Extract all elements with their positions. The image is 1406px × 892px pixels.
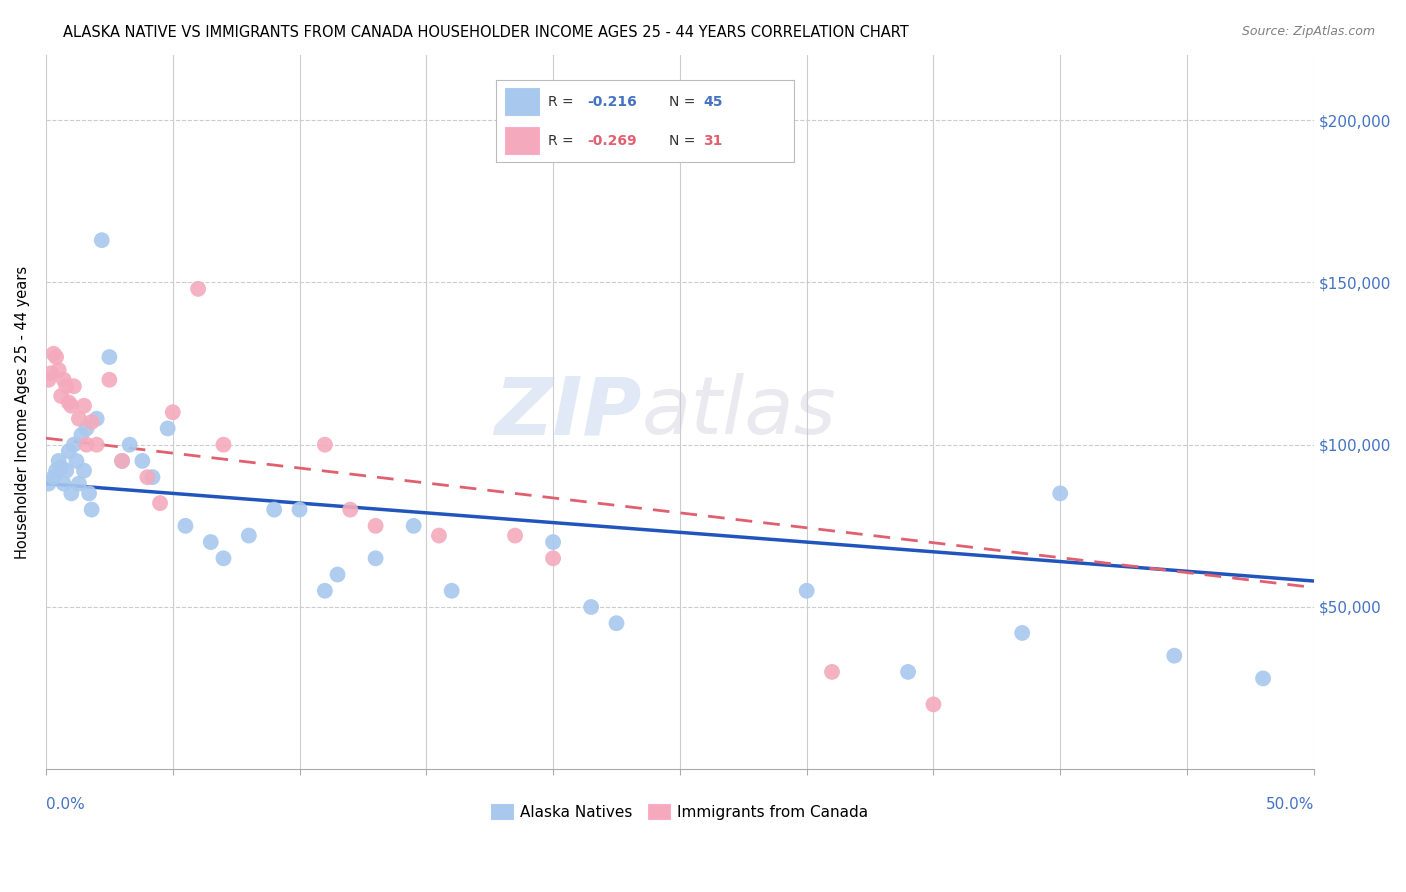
Point	[58, 444, 80, 458]
Point	[51, 460, 73, 475]
Point	[42, 347, 65, 361]
Point	[48, 363, 70, 377]
Point	[364, 519, 387, 533]
Point	[67, 476, 90, 491]
Point	[1049, 486, 1071, 500]
Point	[70, 428, 93, 442]
Point	[73, 464, 96, 478]
Point	[76, 421, 98, 435]
Point	[73, 399, 96, 413]
Point	[187, 282, 209, 296]
Point	[60, 399, 83, 413]
Point	[149, 496, 172, 510]
Point	[796, 583, 818, 598]
Point	[80, 415, 103, 429]
Point	[55, 464, 77, 478]
Point	[131, 454, 153, 468]
Point	[339, 502, 361, 516]
Point	[65, 454, 87, 468]
Point	[136, 470, 159, 484]
Point	[821, 665, 844, 679]
Point	[42, 470, 65, 484]
Point	[51, 389, 73, 403]
Point	[52, 476, 75, 491]
Point	[579, 599, 602, 614]
Point	[38, 373, 60, 387]
Text: ALASKA NATIVE VS IMMIGRANTS FROM CANADA HOUSEHOLDER INCOME AGES 25 - 44 YEARS CO: ALASKA NATIVE VS IMMIGRANTS FROM CANADA …	[63, 25, 910, 40]
Point	[60, 486, 83, 500]
Point	[52, 373, 75, 387]
Point	[263, 502, 285, 516]
Point	[314, 438, 336, 452]
Point	[162, 405, 184, 419]
Point	[55, 379, 77, 393]
Point	[922, 698, 945, 712]
Point	[326, 567, 349, 582]
Point	[80, 502, 103, 516]
Point	[45, 350, 67, 364]
Point	[212, 438, 235, 452]
Point	[503, 528, 526, 542]
Point	[58, 395, 80, 409]
Point	[314, 583, 336, 598]
Point	[605, 616, 627, 631]
Point	[1011, 626, 1033, 640]
Point	[38, 476, 60, 491]
Point	[897, 665, 920, 679]
Point	[90, 233, 112, 247]
Text: atlas: atlas	[641, 373, 837, 451]
Text: 50.0%: 50.0%	[1265, 797, 1313, 812]
Point	[288, 502, 311, 516]
Text: Source: ZipAtlas.com: Source: ZipAtlas.com	[1241, 25, 1375, 38]
Point	[541, 535, 564, 549]
Point	[1163, 648, 1185, 663]
Point	[63, 438, 86, 452]
Point	[238, 528, 260, 542]
Point	[67, 411, 90, 425]
Point	[39, 366, 62, 380]
Point	[156, 421, 179, 435]
Point	[174, 519, 197, 533]
Point	[76, 438, 98, 452]
Point	[48, 454, 70, 468]
Point	[200, 535, 222, 549]
Point	[86, 438, 108, 452]
Y-axis label: Householder Income Ages 25 - 44 years: Householder Income Ages 25 - 44 years	[15, 266, 30, 558]
Point	[402, 519, 425, 533]
Point	[98, 373, 121, 387]
Point	[98, 350, 121, 364]
Point	[63, 379, 86, 393]
Point	[541, 551, 564, 566]
Point	[77, 486, 100, 500]
Text: ZIP: ZIP	[495, 373, 641, 451]
Point	[440, 583, 463, 598]
Point	[118, 438, 141, 452]
Point	[141, 470, 163, 484]
Text: 0.0%: 0.0%	[46, 797, 84, 812]
Point	[427, 528, 450, 542]
Legend: Alaska Natives, Immigrants from Canada: Alaska Natives, Immigrants from Canada	[485, 798, 875, 826]
Point	[212, 551, 235, 566]
Point	[1251, 672, 1274, 686]
Point	[111, 454, 134, 468]
Point	[111, 454, 134, 468]
Point	[364, 551, 387, 566]
Point	[86, 411, 108, 425]
Point	[45, 464, 67, 478]
